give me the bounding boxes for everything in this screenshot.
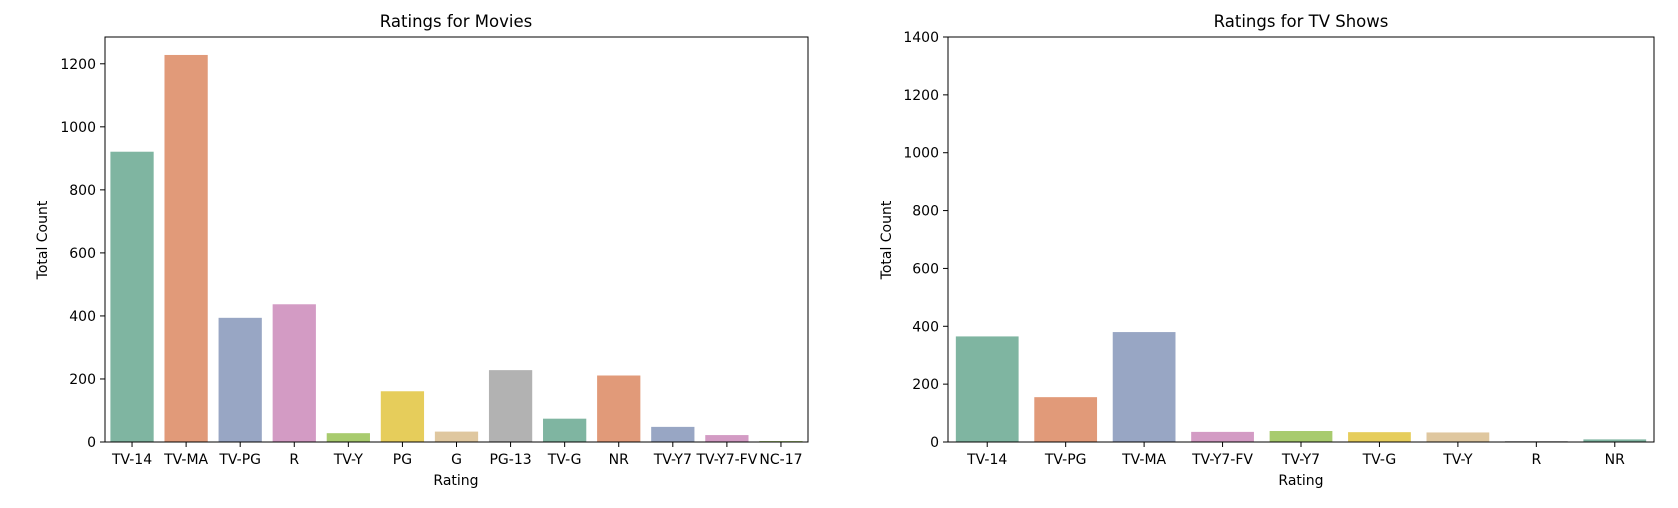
- movies-x-tick-label: TV-Y: [333, 452, 364, 468]
- tv-shows-x-tick-label: TV-Y7-FV: [1191, 452, 1253, 468]
- tv-shows-axes-frame: [947, 36, 1655, 443]
- movies-bar-tv-14: [110, 151, 154, 442]
- tv-shows-x-tick-label: NR: [1605, 452, 1625, 468]
- movies-x-tick-label: R: [289, 452, 299, 468]
- tv-shows-y-tick-label: 0: [930, 435, 939, 451]
- movies-x-tick-label: TV-Y7: [653, 452, 692, 468]
- movies-axes-frame: [104, 36, 809, 443]
- movies-x-tick-label: TV-Y7-FV: [695, 452, 757, 468]
- tv-shows-chart: Ratings for TV Shows Rating Total Count …: [879, 12, 1655, 489]
- tv-shows-bar-tv-y7-fv: [1191, 431, 1254, 443]
- movies-x-axis-label: Rating: [433, 473, 478, 489]
- movies-bar-r: [272, 304, 316, 442]
- tv-shows-x-tick-label: TV-Y7: [1281, 452, 1320, 468]
- movies-x-tick-label: NR: [609, 452, 629, 468]
- tv-shows-bar-tv-14: [955, 336, 1019, 442]
- tv-shows-x-axis-label: Rating: [1278, 473, 1323, 489]
- tv-shows-x-tick-label: R: [1531, 452, 1541, 468]
- tv-shows-x-tick-label: TV-14: [966, 452, 1007, 468]
- movies-bar-pg-13: [488, 370, 533, 442]
- movies-bar-tv-pg: [218, 317, 262, 442]
- movies-x-tick-label: TV-G: [547, 452, 582, 468]
- tv-shows-y-tick-label: 400: [912, 319, 939, 335]
- tv-shows-bar-tv-pg: [1034, 397, 1098, 442]
- tv-shows-y-axis-label: Total Count: [879, 200, 895, 280]
- movies-bar-tv-y7-fv: [705, 435, 749, 442]
- tv-shows-bar-tv-ma: [1112, 332, 1176, 442]
- movies-x-tick-label: PG: [393, 452, 412, 468]
- tv-shows-x-tick-label: TV-Y: [1442, 452, 1473, 468]
- movies-bar-tv-ma: [164, 54, 208, 443]
- movies-bar-tv-g: [543, 418, 587, 442]
- movies-y-tick-label: 200: [69, 372, 96, 388]
- movies-y-tick-label: 1000: [60, 120, 96, 136]
- tv-shows-plot-area: 0 200 400 600 800 1000 1200 1400 TV-14 TV-PG TV-MA…: [903, 30, 1655, 468]
- movies-y-tick-label: 600: [69, 246, 96, 262]
- movies-x-tick-label: TV-MA: [163, 452, 208, 468]
- movies-x-tick-label: TV-14: [111, 452, 152, 468]
- movies-y-tick-label: 0: [87, 435, 96, 451]
- movies-y-tick-label: 400: [69, 309, 96, 325]
- tv-shows-bar-tv-y7: [1269, 431, 1333, 442]
- movies-chart-title: Ratings for Movies: [380, 12, 532, 31]
- tv-shows-y-tick-label: 600: [912, 261, 939, 277]
- tv-shows-bar-tv-g: [1348, 432, 1411, 442]
- tv-shows-bar-tv-y: [1426, 432, 1490, 442]
- tv-shows-bar-nr: [1583, 439, 1647, 442]
- movies-bar-tv-y: [326, 433, 370, 442]
- movies-plot-area: 0 200 400 600 800 1000 1200 TV-14 TV-MA TV-PG R TV-…: [60, 36, 809, 468]
- tv-shows-x-tick-label: TV-G: [1362, 452, 1397, 468]
- movies-y-axis-label: Total Count: [35, 200, 51, 280]
- movies-bar-g: [434, 431, 479, 442]
- movies-x-tick-label: TV-PG: [218, 452, 261, 468]
- movies-y-tick-label: 800: [69, 183, 96, 199]
- tv-shows-x-tick-label: TV-PG: [1044, 452, 1087, 468]
- movies-y-tick-label: 1200: [60, 57, 96, 73]
- tv-shows-y-tick-label: 800: [912, 204, 939, 220]
- tv-shows-y-tick-label: 1400: [903, 30, 939, 46]
- movies-x-tick-label: NC-17: [759, 452, 802, 468]
- movies-bar-nr: [597, 375, 641, 442]
- movies-bar-pg: [380, 391, 425, 442]
- movies-chart: Ratings for Movies Rating Total Count 0 2…: [35, 12, 809, 489]
- tv-shows-chart-title: Ratings for TV Shows: [1214, 12, 1389, 31]
- tv-shows-y-tick-label: 200: [912, 377, 939, 393]
- tv-shows-y-tick-label: 1200: [903, 88, 939, 104]
- movies-x-tick-label: G: [451, 452, 462, 468]
- movies-bar-tv-y7: [651, 426, 695, 442]
- tv-shows-x-tick-label: TV-MA: [1121, 452, 1166, 468]
- tv-shows-y-tick-label: 1000: [903, 146, 939, 162]
- movies-x-tick-label: PG-13: [489, 452, 531, 468]
